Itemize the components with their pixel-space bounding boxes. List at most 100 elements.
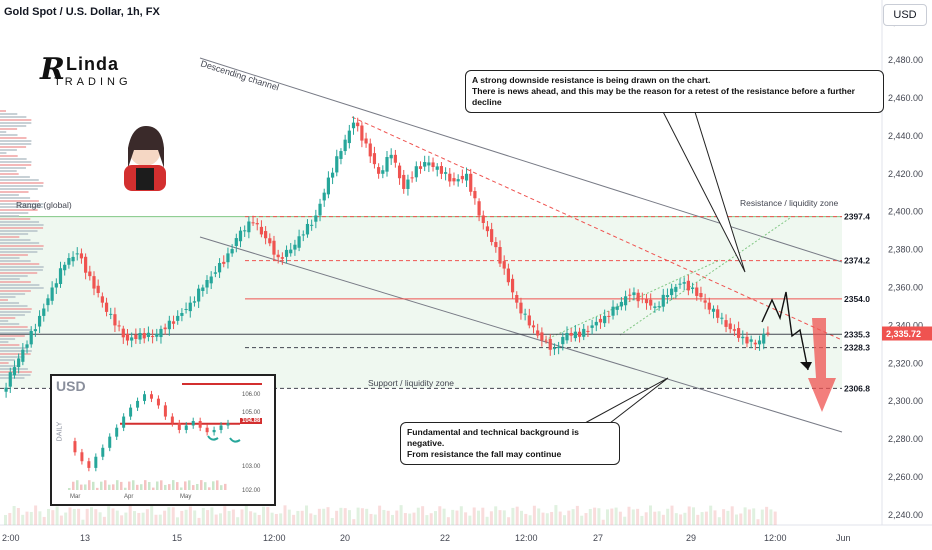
candle-body	[527, 315, 531, 326]
volume-bar	[90, 507, 93, 525]
candle-body	[619, 301, 624, 307]
candle-body	[448, 173, 452, 182]
inset-volume-bar	[112, 484, 115, 490]
volume-bar	[283, 505, 287, 525]
candle-body	[699, 293, 703, 298]
time-axis-tick: 29	[686, 533, 696, 543]
inset-volume-bar	[208, 487, 211, 490]
current-price-label: 2,335.72	[886, 329, 921, 339]
candle-body	[167, 320, 171, 330]
candle-body	[661, 294, 665, 307]
volume-bar	[464, 512, 468, 525]
candle-body	[515, 295, 519, 303]
volume-bar	[446, 517, 450, 525]
price-axis-tick: 2,400.00	[888, 207, 923, 217]
volume-bar	[111, 508, 115, 525]
volume-bar	[81, 519, 85, 525]
volume-bar	[451, 509, 455, 525]
candle-body	[674, 286, 678, 292]
candle-body	[473, 191, 477, 199]
volume-profile-bar	[0, 287, 44, 289]
candle-body	[464, 173, 469, 181]
volume-bar	[51, 510, 55, 525]
candle-body	[623, 296, 628, 306]
candle-body	[452, 178, 456, 182]
volume-bar	[120, 515, 124, 525]
volume-bar	[141, 512, 145, 525]
candle-body	[184, 308, 188, 310]
volume-bar	[649, 505, 652, 525]
volume-profile-bar	[0, 152, 7, 154]
price-axis-tick: 2,480.00	[888, 55, 923, 65]
candle-body	[594, 321, 598, 326]
volume-profile-bar	[0, 167, 26, 169]
candle-body	[598, 318, 603, 323]
price-axis-tick: 2,440.00	[888, 131, 923, 141]
candle-body	[230, 249, 234, 254]
volume-profile-bar	[0, 164, 32, 166]
volume-bar	[765, 506, 769, 525]
volume-profile-bar	[0, 377, 25, 379]
candle-body	[603, 315, 607, 324]
channel-upper-line	[199, 57, 843, 263]
volume-bar	[378, 505, 382, 525]
volume-bar	[339, 507, 343, 525]
price-axis-tick: 2,380.00	[888, 245, 923, 255]
volume-bar	[687, 506, 691, 525]
volume-bar	[214, 514, 218, 525]
volume-bar	[287, 509, 291, 525]
candle-body	[372, 153, 377, 165]
volume-profile-bar	[0, 239, 31, 241]
candle-body	[607, 315, 611, 317]
volume-bar	[253, 512, 257, 525]
inset-volume-bar	[216, 480, 219, 490]
channel-label: Descending channel	[199, 58, 280, 92]
volume-profile-bar	[0, 338, 16, 340]
candle-body	[134, 334, 138, 339]
volume-profile-bar	[0, 263, 40, 265]
volume-bar	[481, 507, 485, 525]
price-level-label: 2328.3	[844, 343, 870, 353]
inset-candle-body	[129, 407, 133, 417]
volume-bar	[425, 515, 429, 525]
candle-body	[377, 167, 381, 174]
volume-profile-bar	[0, 353, 31, 355]
candle-body	[678, 283, 682, 285]
volume-profile-bar	[0, 149, 17, 151]
volume-profile-bar	[0, 197, 31, 199]
candle-body	[67, 258, 71, 265]
candle-body	[749, 339, 753, 342]
volume-bar	[171, 507, 175, 525]
time-axis-tick: 12:00	[263, 533, 286, 543]
candle-body	[720, 317, 724, 319]
candle-body	[37, 315, 42, 327]
candle-body	[75, 253, 79, 255]
volume-bar	[399, 505, 403, 525]
inset-volume-bar	[116, 480, 119, 490]
volume-bar	[257, 514, 261, 525]
candle-body	[159, 328, 163, 338]
candle-body	[577, 331, 582, 337]
volume-bar	[201, 507, 205, 525]
candle-body	[284, 249, 289, 257]
volume-bar	[494, 506, 498, 525]
volume-bar	[85, 508, 89, 525]
resistance-zone-label: Resistance / liquidity zone	[740, 198, 839, 208]
volume-bar	[176, 517, 179, 525]
volume-bar	[296, 510, 300, 525]
inset-bounce-mark	[229, 437, 241, 443]
volume-profile-bar	[0, 176, 30, 178]
volume-bar	[403, 513, 407, 525]
candle-body	[456, 179, 460, 182]
candle-body	[297, 236, 301, 248]
volume-bar	[532, 505, 536, 525]
candle-body	[209, 276, 213, 284]
volume-bar	[279, 513, 283, 525]
volume-bar	[455, 510, 459, 525]
volume-bar	[429, 513, 433, 525]
candle-body	[146, 332, 151, 337]
candle-body	[222, 261, 226, 264]
volume-bar	[726, 510, 730, 525]
currency-button[interactable]: USD	[883, 4, 927, 26]
